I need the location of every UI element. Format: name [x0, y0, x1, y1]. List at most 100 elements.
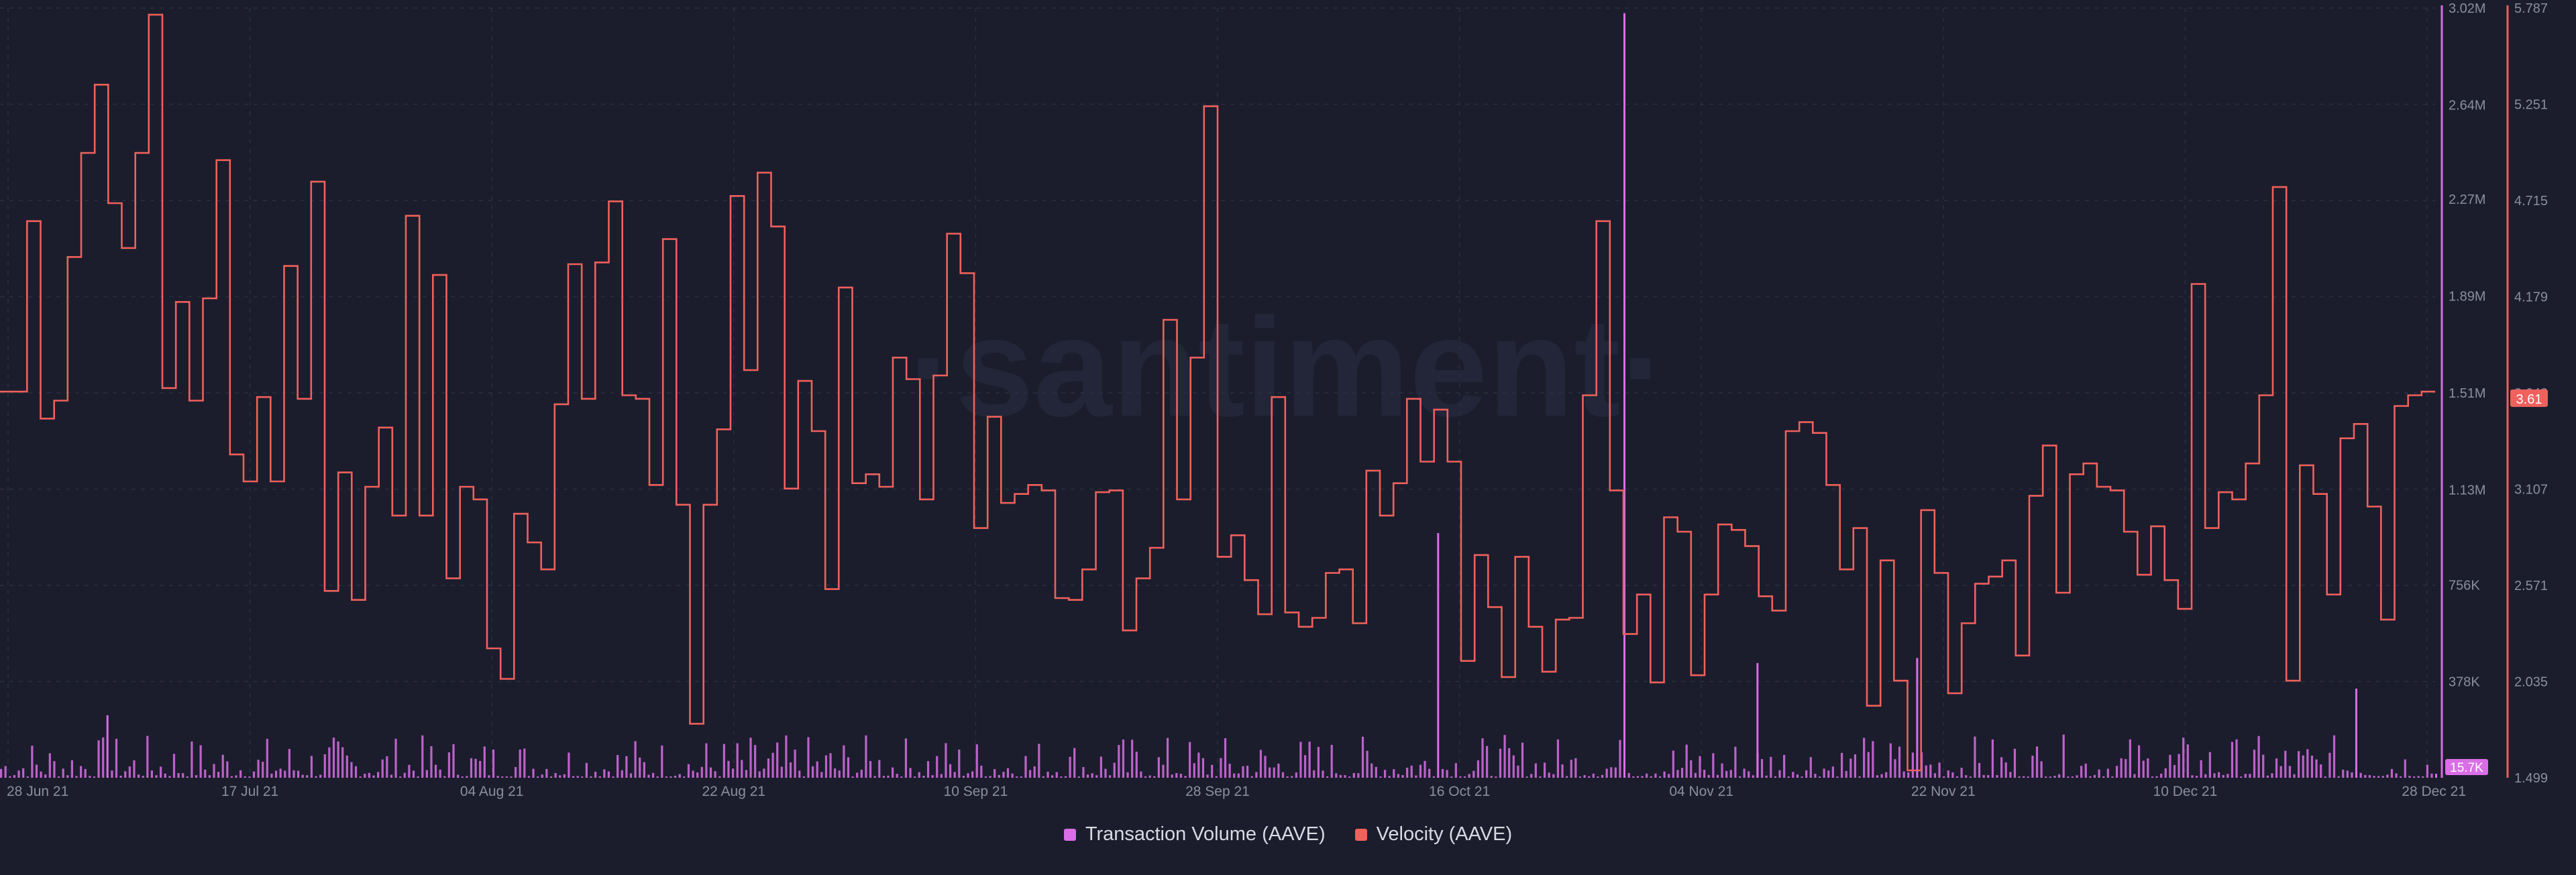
volume-bar [2200, 760, 2202, 778]
volume-bar [1809, 757, 1812, 778]
volume-bar [1858, 776, 1861, 778]
volume-bar [266, 738, 268, 778]
volume-bar [2164, 768, 2167, 778]
volume-bar [1211, 764, 1214, 778]
volume-bar [1201, 758, 1205, 778]
volume-bar [2000, 757, 2003, 778]
volume-bar [1676, 770, 1679, 778]
volume-bar [2368, 775, 2371, 778]
volume-bar [2320, 764, 2322, 778]
volume-bar [878, 760, 881, 778]
volume-bar [2084, 763, 2087, 778]
volume-bar [629, 773, 633, 778]
watermark: ·santiment· [908, 288, 1668, 446]
volume-bar [1406, 767, 1409, 778]
volume-bar [869, 761, 872, 778]
legend-swatch-velocity [1354, 828, 1367, 841]
volume-bar [479, 760, 482, 778]
volume-bar [1344, 774, 1346, 778]
volume-bar [1095, 775, 1098, 778]
volume-bar [2408, 776, 2411, 778]
volume-bar [1077, 776, 1080, 778]
volume-bar [284, 770, 286, 778]
volume-bar [186, 776, 189, 778]
volume-bar [824, 755, 828, 778]
volume-bar [2249, 774, 2251, 778]
volume-bar [709, 767, 712, 778]
legend-item-velocity[interactable]: Velocity (AAVE) [1354, 823, 1512, 845]
volume-bar [2275, 758, 2278, 778]
volume-bar [692, 770, 694, 778]
volume-bar [537, 776, 539, 778]
volume-bar [1805, 770, 1808, 778]
volume-bar [634, 741, 637, 778]
volume-bar [523, 748, 526, 778]
volume-bar [1734, 746, 1737, 778]
volume-bar [350, 762, 353, 778]
volume-bar [2027, 776, 2029, 778]
volume-bar [2404, 759, 2406, 778]
volume-bar [643, 762, 645, 778]
volume-bar [1220, 758, 1222, 778]
volume-bar [1880, 774, 1883, 778]
volume-bar [323, 754, 326, 778]
volume-axis-tick: 1.13M [2449, 483, 2486, 498]
volume-bar [195, 775, 198, 778]
volume-bar [616, 755, 619, 778]
volume-bar [674, 775, 677, 778]
volume-bar [669, 776, 672, 778]
volume-bar [621, 770, 623, 778]
volume-bar [89, 776, 91, 778]
volume-bar [665, 776, 668, 778]
volume-bar [749, 738, 752, 778]
volume-bar [612, 776, 614, 778]
legend-item-volume[interactable]: Transaction Volume (AAVE) [1063, 823, 1326, 845]
velocity-axis-tick: 2.571 [2514, 579, 2548, 593]
volume-bar [372, 775, 375, 778]
volume-bar [354, 766, 358, 778]
volume-bar [1641, 776, 1644, 778]
volume-bar [754, 745, 757, 778]
volume-bar [1118, 745, 1120, 778]
volume-bar [142, 776, 144, 778]
velocity-axis-tick: 4.179 [2514, 290, 2548, 305]
volume-bar [696, 772, 699, 778]
volume-bar [1459, 776, 1462, 778]
volume-bar [914, 776, 916, 778]
volume-bar [1521, 742, 1524, 778]
volume-bar [244, 776, 246, 778]
volume-bar [26, 776, 29, 778]
volume-bar [164, 773, 166, 778]
volume-bar [1818, 776, 1821, 778]
volume-bar [1277, 763, 1280, 778]
volume-bar [2395, 773, 2398, 778]
volume-bar [856, 772, 859, 778]
volume-bar [1162, 764, 1165, 778]
volume-bar [461, 776, 464, 778]
volume-bar [1774, 776, 1777, 778]
volume-bar [1348, 776, 1351, 778]
volume-bar [651, 772, 655, 778]
volume-bar [727, 760, 730, 778]
volume-bar [1752, 775, 1754, 778]
volume-bar [1499, 748, 1502, 778]
volume-axis-tick: 2.64M [2449, 98, 2486, 113]
volume-bar [865, 735, 867, 778]
volume-bar [585, 762, 588, 778]
volume-peak-bar [1916, 658, 1919, 778]
volume-bar [572, 776, 575, 778]
volume-bar [97, 740, 100, 778]
volume-bar [1393, 769, 1395, 778]
volume-bar [2080, 766, 2083, 778]
volume-axis-tick: 3.02M [2449, 1, 2486, 16]
volume-bar [13, 774, 16, 778]
velocity-axis-tick: 1.499 [2514, 771, 2548, 786]
volume-bar [2253, 750, 2256, 778]
volume-bar [2244, 774, 2247, 778]
volume-bar [1552, 774, 1555, 778]
volume-bar [1242, 766, 1244, 778]
volume-bar [315, 776, 317, 778]
volume-bar [2364, 774, 2367, 778]
volume-peak-bar [1623, 13, 1625, 778]
volume-bar [1228, 764, 1231, 778]
